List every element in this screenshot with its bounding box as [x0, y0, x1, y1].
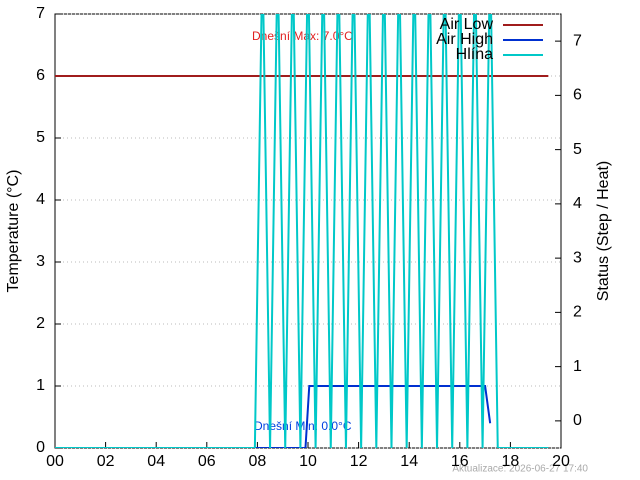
legend-label: Air Low [440, 16, 494, 33]
plot-area [55, 14, 549, 448]
x-tick-label: 10 [299, 453, 317, 470]
series-line [55, 385, 492, 448]
y-axis-label: Temperature (°C) [5, 170, 22, 293]
y-tick-label: 3 [36, 253, 45, 270]
x-tick-label: 16 [451, 453, 469, 470]
y2-axis-label: Status (Step / Heat) [595, 161, 612, 302]
y2-tick-label: 5 [573, 141, 582, 158]
y-tick-label: 5 [36, 129, 45, 146]
y2-tick-label: 2 [573, 304, 582, 321]
x-tick-label: 14 [400, 453, 418, 470]
footer: Aktualizace: 2026-06-27 17:40 [452, 464, 588, 475]
x-tick-label: 04 [147, 453, 165, 470]
y2-tick-label: 0 [573, 412, 582, 429]
y-tick-label: 4 [36, 191, 45, 208]
x-tick-label: 20 [552, 453, 570, 470]
y2-tick-label: 3 [573, 249, 582, 266]
x-tick-label: 06 [198, 453, 216, 470]
legend-label: Hlína [456, 46, 493, 63]
min-annotation: Dnešní Min: 0.0°C [254, 419, 352, 433]
legend-label: Air High [436, 31, 493, 48]
y2-tick-label: 6 [573, 87, 582, 104]
series-line [55, 14, 549, 448]
y-tick-label: 6 [36, 67, 45, 84]
x-tick-label: 02 [97, 453, 115, 470]
y2-tick-label: 1 [573, 358, 582, 375]
y-tick-label: 0 [36, 439, 45, 456]
x-tick-label: 18 [502, 453, 520, 470]
x-tick-label: 00 [46, 453, 64, 470]
y-tick-label: 7 [36, 5, 45, 22]
x-tick-label: 08 [249, 453, 267, 470]
x-tick-label: 12 [350, 453, 368, 470]
y2-tick-label: 4 [573, 195, 582, 212]
y-tick-label: 1 [36, 377, 45, 394]
y-tick-label: 2 [36, 315, 45, 332]
y2-tick-label: 7 [573, 32, 582, 49]
